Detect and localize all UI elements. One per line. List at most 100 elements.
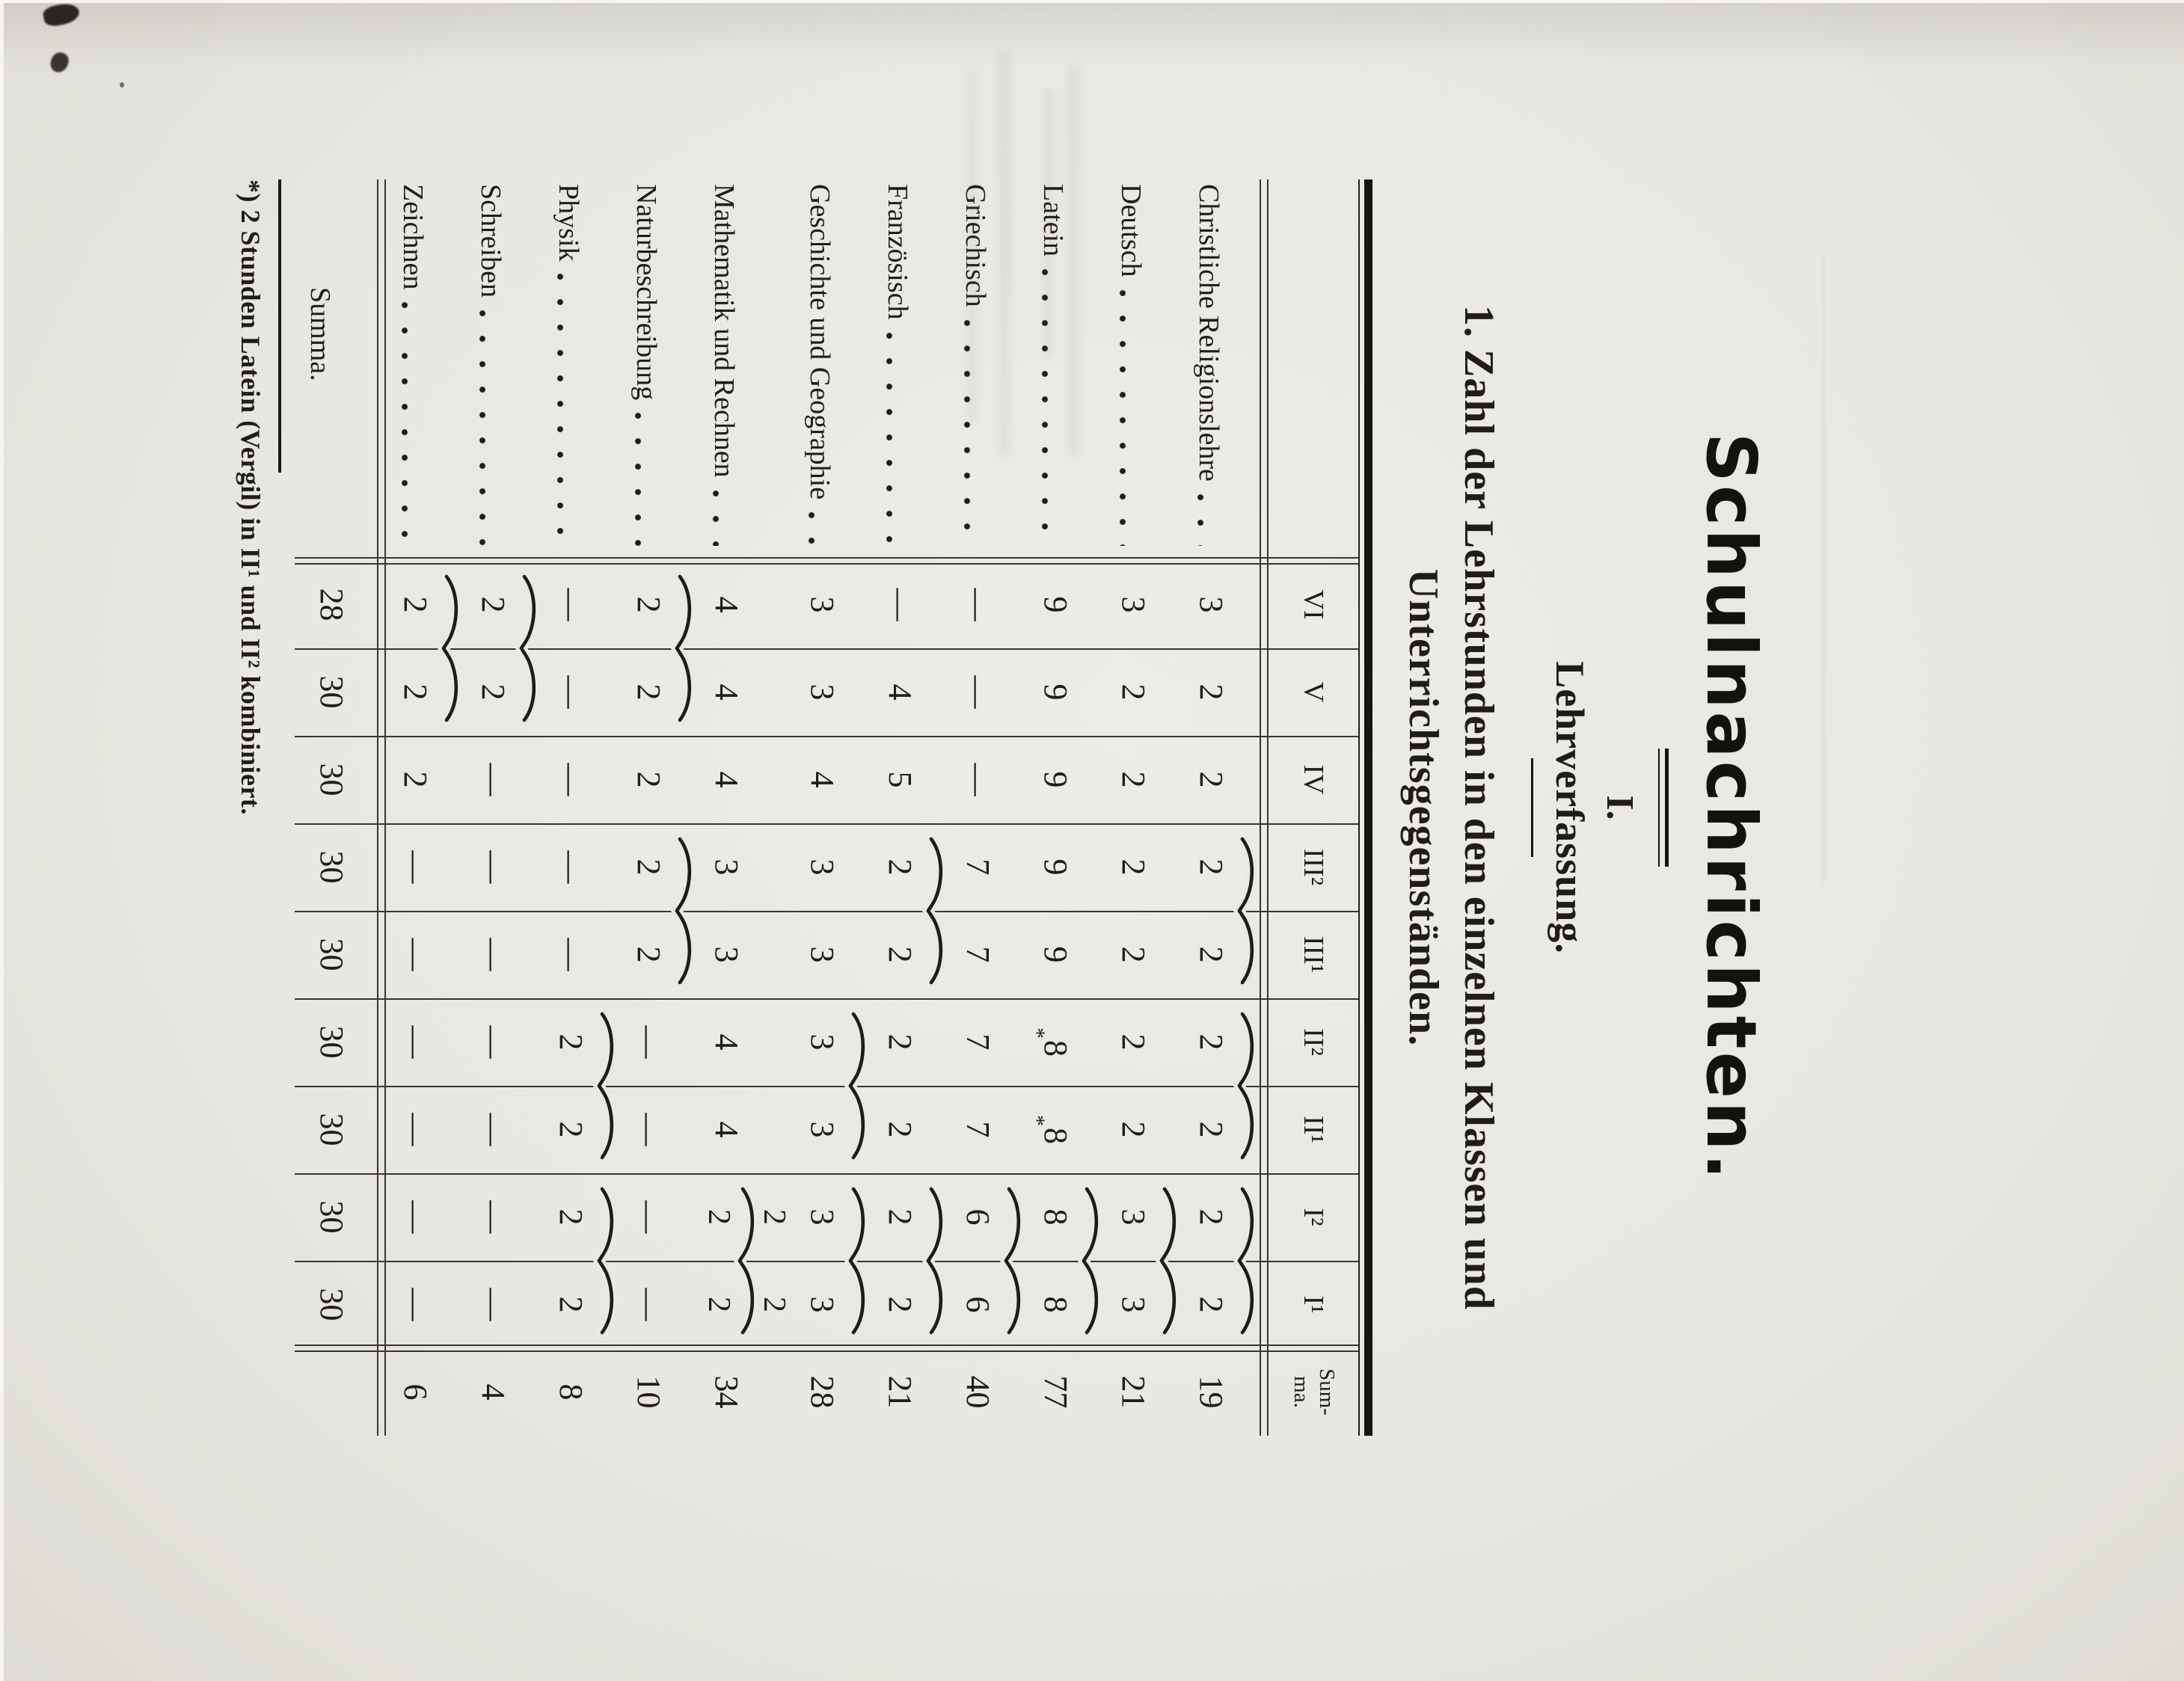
- value-cell: 2: [882, 858, 919, 876]
- summary-value-cell: 30: [313, 675, 351, 709]
- value-cell: 2: [553, 1208, 590, 1226]
- value-cell: —: [475, 938, 512, 971]
- value-cell: 2: [475, 596, 512, 613]
- row-sum-cell: 4: [475, 1383, 512, 1401]
- row-label: Französisch: [882, 184, 914, 320]
- row-label: Christliche Religionslehre: [1193, 184, 1225, 482]
- value-cell: 4: [708, 1121, 746, 1138]
- value-cell: 9: [1037, 683, 1075, 701]
- dot-leader: [634, 412, 642, 546]
- value-cell: 3: [804, 1208, 841, 1226]
- value-cell: 2: [1193, 771, 1230, 788]
- table-row: Physik — — — — — 2 2 2 2 8: [542, 179, 619, 1436]
- value-cell: 2: [631, 596, 668, 613]
- value-cell: —: [882, 588, 919, 621]
- summary-value-cell: 30: [313, 1113, 351, 1146]
- row-label-cell: Christliche Religionslehre: [1182, 179, 1260, 561]
- value-cell: 4: [708, 683, 746, 701]
- summary-label: Summa.: [304, 287, 337, 381]
- table-row: Mathematik und Rechnen 4 4 4 3 3 4 4 2 2 2 2 34: [697, 179, 793, 1436]
- dot-leader: [712, 489, 720, 546]
- row-label-cell: Griechisch: [948, 179, 1026, 561]
- value-cell: 2: [631, 683, 668, 701]
- value-cell: —: [475, 1200, 512, 1234]
- dot-leader: [886, 331, 894, 546]
- row-label: Zeichnen: [397, 184, 429, 290]
- value-cell: 2: [1115, 858, 1153, 876]
- row-label-cell: Naturbeschreibung: [619, 179, 697, 561]
- value-cell: * 8: [1025, 1115, 1075, 1144]
- value-cell: 7: [960, 946, 997, 963]
- value-cell: 9: [1037, 858, 1075, 876]
- dot-leader: [1119, 289, 1127, 546]
- value-cell: 2: [882, 1208, 919, 1226]
- value-cell: —: [475, 1113, 512, 1146]
- table-heading-line2: Unterrichtsgegenständen.: [1400, 568, 1447, 1047]
- header-cell-summa: Sum-ma.: [1289, 1368, 1339, 1416]
- value-cell: 3: [1115, 1296, 1153, 1313]
- value-cell: 2: [631, 771, 668, 788]
- summary-value-cell: 28: [313, 588, 351, 621]
- value-cell: 2: [882, 1296, 919, 1313]
- value-cell: —: [960, 763, 997, 796]
- value-cell: —: [960, 675, 997, 709]
- value-cell: 3: [804, 946, 841, 963]
- value-cell: 2: [397, 596, 435, 613]
- table-header-row: VI V IV III² III¹ II² II¹ I² I¹ Sum-ma.: [1269, 179, 1358, 1436]
- value-cell: —: [475, 1025, 512, 1059]
- column-double-rule: [295, 557, 1359, 559]
- value-cell: 2: [1115, 683, 1153, 701]
- row-label-cell: Französisch: [871, 179, 948, 561]
- value-cell: 2: [397, 683, 435, 701]
- header-cell-class: III¹: [1298, 935, 1330, 974]
- value-cell: 9: [1037, 596, 1075, 613]
- value-cell: 3: [804, 683, 841, 701]
- value-cell: —: [553, 588, 590, 621]
- value-cell: —: [960, 588, 997, 621]
- header-cell-class: I²: [1298, 1208, 1330, 1226]
- value-cell: —: [397, 1200, 435, 1234]
- value-cell: 3: [804, 1121, 841, 1138]
- value-cell: 4: [882, 683, 919, 701]
- value-cell: 2: [553, 1296, 590, 1313]
- table-row: Schreiben 2 2 — — — — — — — 4: [464, 179, 542, 1436]
- summary-value-cell: 30: [313, 1288, 351, 1321]
- summary-value-cell: 30: [313, 938, 351, 971]
- row-label-cell: Latein: [1026, 179, 1104, 561]
- value-cell: 3: [804, 1296, 841, 1313]
- row-sum-cell: 8: [553, 1383, 590, 1401]
- header-bottom-double-rule: [1260, 179, 1269, 1436]
- value-cell: 2: [1193, 1208, 1230, 1226]
- page-title: Schulnachrichten.: [1691, 432, 1771, 1183]
- table-heading: 1. Zahl der Lehrstunden in den einzelnen…: [1395, 179, 1506, 1436]
- value-cell: 3: [708, 858, 746, 876]
- dot-leader: [479, 309, 487, 546]
- row-label-cell: Deutsch: [1104, 179, 1182, 561]
- value-cell: 2: [882, 1121, 919, 1138]
- value-cell: 9: [1037, 946, 1075, 963]
- row-sum-cell: 21: [882, 1375, 919, 1409]
- summary-row: Summa. 28 30 30 30 30 30 30 30 30: [293, 179, 377, 1436]
- table-top-thin-rule: [1358, 179, 1361, 1436]
- row-sum-cell: 6: [397, 1383, 435, 1401]
- value-cell: 3: [1193, 596, 1230, 613]
- value-cell: —: [631, 1288, 668, 1321]
- value-cell: 4: [708, 1033, 746, 1051]
- value-cell: 4: [804, 771, 841, 788]
- header-cell-class: I¹: [1298, 1295, 1330, 1314]
- row-label: Physik: [553, 184, 585, 262]
- row-label-cell: Schreiben: [464, 179, 542, 561]
- section-title: Lehrverfassung.: [1547, 661, 1592, 954]
- table-body: VI V IV III² III¹ II² II¹ I² I¹ Sum-ma. Christlich…: [293, 179, 1359, 1436]
- value-cell: 2: [1193, 1033, 1230, 1051]
- value-cell: 4: [708, 596, 746, 613]
- dot-leader: [401, 301, 409, 546]
- table-row: Naturbeschreibung 2 2 2 2 2 — — — — 10: [619, 179, 697, 1436]
- value-cell: —: [397, 1113, 435, 1146]
- summary-value-cell: 30: [313, 850, 351, 884]
- value-cell: 2: [1193, 1296, 1230, 1313]
- value-cell: 5: [882, 771, 919, 788]
- value-cell: —: [631, 1113, 668, 1146]
- header-cell-subject-empty: [1269, 179, 1358, 561]
